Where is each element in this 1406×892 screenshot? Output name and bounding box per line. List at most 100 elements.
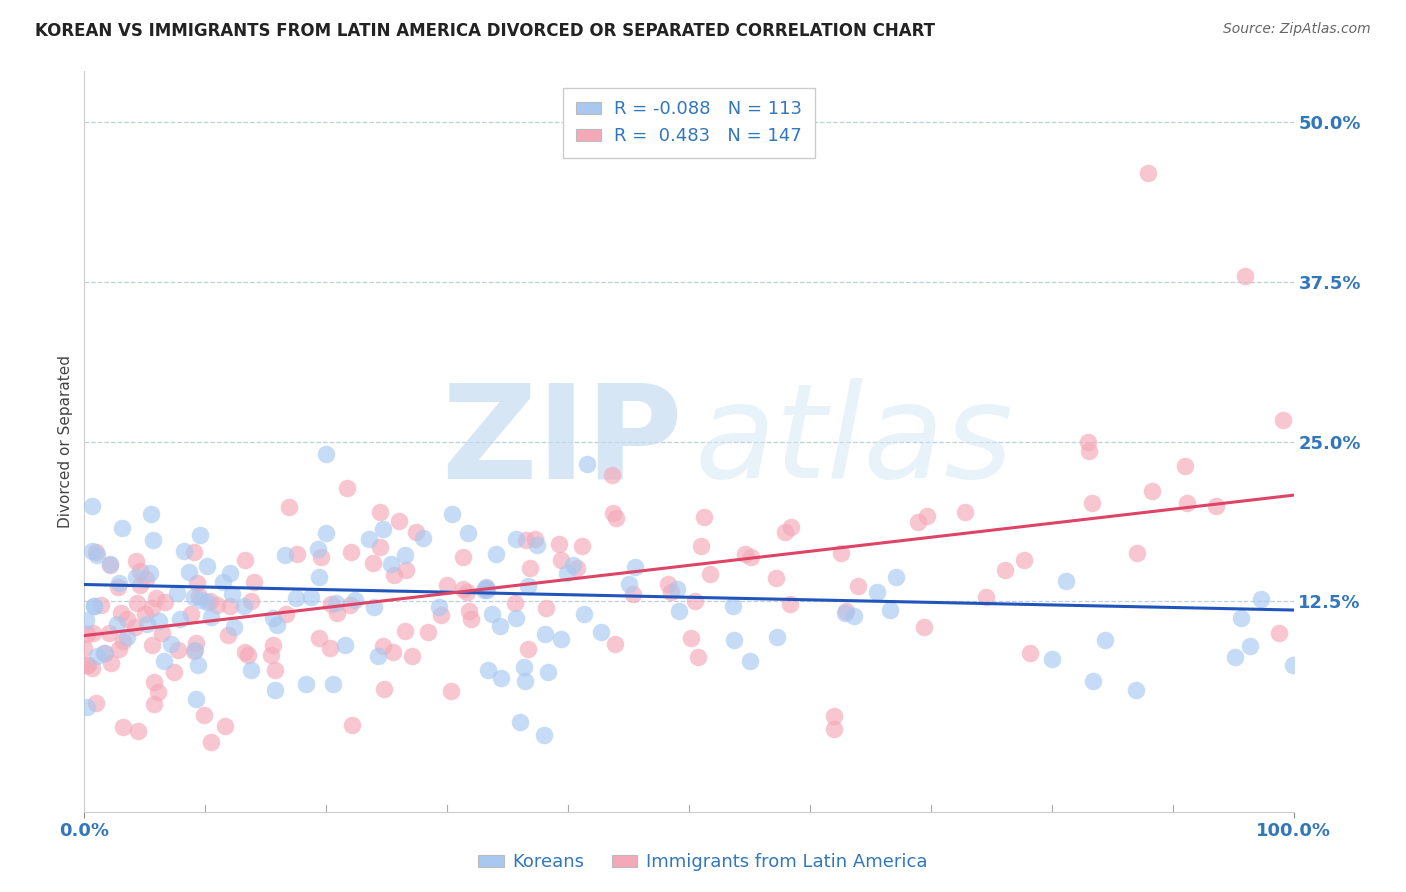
Point bbox=[340, 718, 363, 732]
Point bbox=[907, 515, 929, 529]
Point bbox=[1174, 458, 1197, 473]
Point bbox=[666, 582, 689, 596]
Point bbox=[765, 630, 787, 644]
Point bbox=[534, 626, 557, 640]
Point bbox=[475, 580, 498, 594]
Text: KOREAN VS IMMIGRANTS FROM LATIN AMERICA DIVORCED OR SEPARATED CORRELATION CHART: KOREAN VS IMMIGRANTS FROM LATIN AMERICA … bbox=[35, 22, 935, 40]
Point bbox=[76, 627, 98, 641]
Point bbox=[1125, 683, 1147, 698]
Point bbox=[367, 649, 389, 664]
Point bbox=[186, 576, 208, 591]
Point bbox=[339, 598, 361, 612]
Point bbox=[167, 642, 190, 657]
Point bbox=[233, 599, 256, 613]
Point bbox=[141, 600, 163, 615]
Point bbox=[846, 579, 869, 593]
Point bbox=[335, 638, 357, 652]
Point bbox=[565, 561, 588, 575]
Point bbox=[371, 522, 394, 536]
Point bbox=[388, 514, 411, 528]
Point bbox=[107, 575, 129, 590]
Point bbox=[240, 593, 263, 607]
Point bbox=[605, 637, 627, 651]
Point bbox=[193, 708, 215, 723]
Point bbox=[955, 504, 977, 518]
Point bbox=[427, 599, 450, 614]
Point bbox=[76, 658, 98, 673]
Point bbox=[536, 665, 558, 679]
Point bbox=[489, 618, 512, 632]
Point bbox=[457, 526, 479, 541]
Point bbox=[110, 606, 132, 620]
Point bbox=[111, 521, 134, 535]
Point bbox=[285, 547, 308, 561]
Point bbox=[108, 642, 131, 657]
Point bbox=[84, 545, 107, 559]
Point bbox=[166, 586, 188, 600]
Point bbox=[308, 570, 330, 584]
Point bbox=[134, 607, 156, 621]
Point bbox=[571, 540, 593, 554]
Point bbox=[1140, 483, 1163, 498]
Point bbox=[515, 533, 537, 548]
Point bbox=[105, 616, 128, 631]
Point bbox=[1234, 268, 1257, 283]
Point bbox=[526, 538, 548, 552]
Point bbox=[1012, 553, 1035, 567]
Point bbox=[243, 574, 266, 589]
Point bbox=[82, 499, 104, 513]
Point bbox=[98, 558, 121, 573]
Point bbox=[187, 657, 209, 672]
Point bbox=[357, 532, 380, 546]
Point bbox=[262, 611, 284, 625]
Text: Source: ZipAtlas.com: Source: ZipAtlas.com bbox=[1223, 22, 1371, 37]
Point bbox=[472, 583, 495, 598]
Text: atlas: atlas bbox=[695, 378, 1014, 505]
Point bbox=[183, 545, 205, 559]
Point bbox=[1175, 496, 1198, 510]
Point bbox=[401, 649, 423, 664]
Point bbox=[141, 508, 163, 522]
Point bbox=[380, 557, 402, 571]
Point bbox=[146, 685, 169, 699]
Point bbox=[263, 682, 285, 697]
Point bbox=[319, 641, 342, 656]
Point bbox=[180, 607, 202, 621]
Point bbox=[107, 580, 129, 594]
Point bbox=[98, 625, 121, 640]
Point bbox=[142, 674, 165, 689]
Point bbox=[734, 547, 756, 561]
Point bbox=[111, 720, 134, 734]
Point bbox=[1205, 500, 1227, 514]
Point bbox=[503, 596, 526, 610]
Point bbox=[491, 671, 513, 685]
Point bbox=[93, 646, 115, 660]
Point bbox=[135, 617, 157, 632]
Point bbox=[835, 604, 858, 618]
Point bbox=[86, 648, 108, 663]
Point bbox=[344, 593, 367, 607]
Point bbox=[1040, 651, 1063, 665]
Point bbox=[823, 709, 845, 723]
Point bbox=[326, 606, 349, 620]
Point bbox=[368, 505, 391, 519]
Point bbox=[773, 524, 796, 539]
Point bbox=[240, 663, 263, 677]
Point bbox=[659, 585, 682, 599]
Point bbox=[200, 610, 222, 624]
Point bbox=[373, 639, 395, 653]
Point bbox=[460, 613, 482, 627]
Point bbox=[260, 648, 283, 662]
Point bbox=[82, 661, 104, 675]
Point bbox=[475, 582, 498, 597]
Point bbox=[668, 604, 690, 618]
Point bbox=[1080, 496, 1102, 510]
Point bbox=[274, 548, 297, 562]
Point bbox=[681, 631, 703, 645]
Point bbox=[523, 532, 546, 546]
Point bbox=[1272, 412, 1295, 426]
Point bbox=[361, 556, 384, 570]
Point bbox=[212, 574, 235, 589]
Point bbox=[884, 569, 907, 583]
Point bbox=[285, 591, 308, 605]
